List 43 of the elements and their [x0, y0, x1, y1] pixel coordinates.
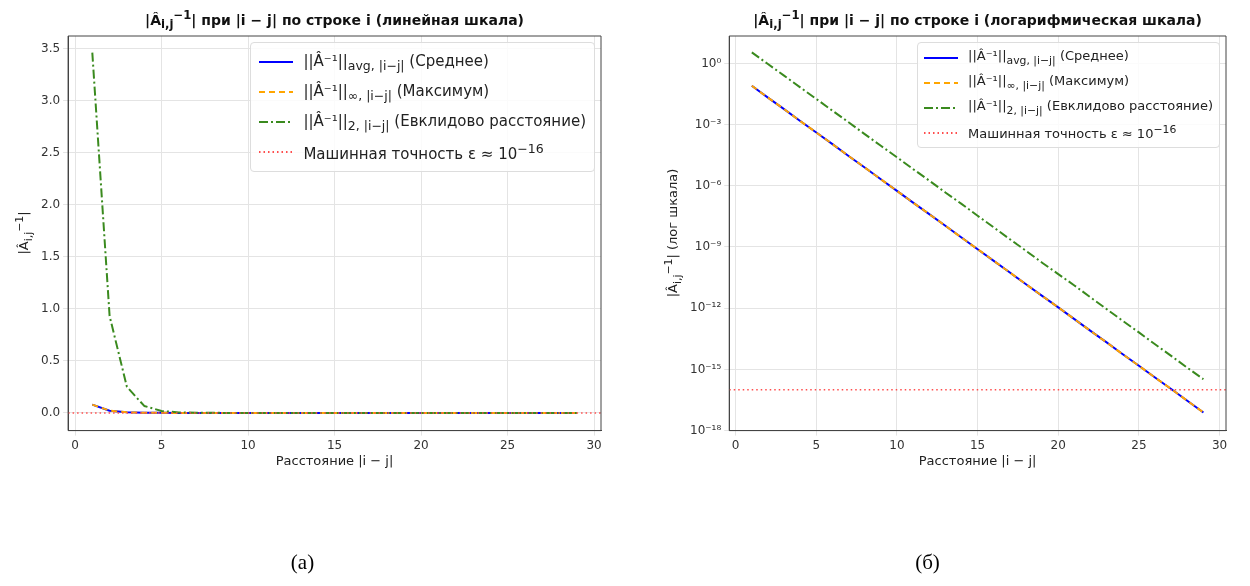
y-tick-label: 1.5	[40, 248, 61, 263]
x-axis-title: Расстояние |i − j|	[275, 452, 394, 468]
x-tick-label: 5	[157, 437, 166, 452]
x-tick-label: 15	[969, 437, 986, 452]
x-tick-label: 25	[499, 437, 516, 452]
text: (б)	[915, 550, 940, 575]
x-tick-label: 25	[1131, 437, 1147, 452]
y-tick-label: 3.5	[40, 40, 61, 55]
y-tick-label: 0.5	[40, 352, 61, 367]
x-tick-label: 0	[731, 437, 740, 452]
y-tick-label: 3.0	[40, 92, 61, 107]
y-tick-label: 10⁻⁹	[694, 239, 722, 254]
legend-label: ||Â⁻¹||$_{avg, |i−j|}$ (Среднее)	[968, 48, 1129, 67]
text: (а)	[290, 550, 315, 575]
chart-title: |Â$_{i,j}$$^{−1}$| при |i − j| по строке i (линейная шкала)	[145, 8, 524, 32]
x-tick-label: 10	[240, 437, 256, 452]
legend-label: ||Â⁻¹||$_{∞, |i−j|}$ (Максимум)	[303, 81, 490, 103]
y-tick-label: 2.0	[40, 196, 61, 211]
x-tick-label: 5	[812, 437, 821, 452]
x-tick-label: 30	[586, 437, 602, 452]
y-tick-label: 0.0	[40, 405, 61, 420]
legend-label: Машинная точность ε ≈ 10$^{−16}$	[968, 123, 1177, 142]
y-tick-label: 10⁻³	[694, 116, 722, 131]
y-tick-label: 10⁰	[701, 55, 722, 70]
x-tick-label: 30	[1211, 437, 1228, 452]
x-tick-label: 20	[1050, 437, 1066, 452]
x-tick-label: 10	[889, 437, 905, 452]
y-tick-label: 10⁻¹²	[689, 300, 722, 315]
x-axis-title: Расстояние |i − j|	[918, 452, 1037, 468]
y-tick-label: 2.5	[40, 144, 61, 159]
y-tick-label: 1.0	[40, 300, 61, 315]
chart-title: |Â$_{i,j}$$^{−1}$| при |i − j| по строке i (логарифмическая шкала)	[753, 8, 1202, 32]
y-tick-label: 10⁻¹⁸	[689, 422, 722, 437]
x-tick-label: 15	[326, 437, 343, 452]
legend-label: ||Â⁻¹||$_{∞, |i−j|}$ (Максимум)	[968, 73, 1130, 92]
legend-label: ||Â⁻¹||$_{2, |i−j|}$ (Евклидово расстояние)	[303, 111, 586, 133]
y-tick-label: 10⁻¹⁵	[689, 361, 722, 376]
legend-label: Машинная точность ε ≈ 10$^{−16}$	[303, 141, 544, 163]
y-tick-label: 10⁻⁶	[694, 177, 722, 192]
legend-label: ||Â⁻¹||$_{avg, |i−j|}$ (Среднее)	[303, 51, 489, 73]
x-tick-label: 0	[71, 437, 79, 452]
legend-label: ||Â⁻¹||$_{2, |i−j|}$ (Евклидово расстояние)	[968, 98, 1213, 117]
x-tick-label: 20	[413, 437, 429, 452]
